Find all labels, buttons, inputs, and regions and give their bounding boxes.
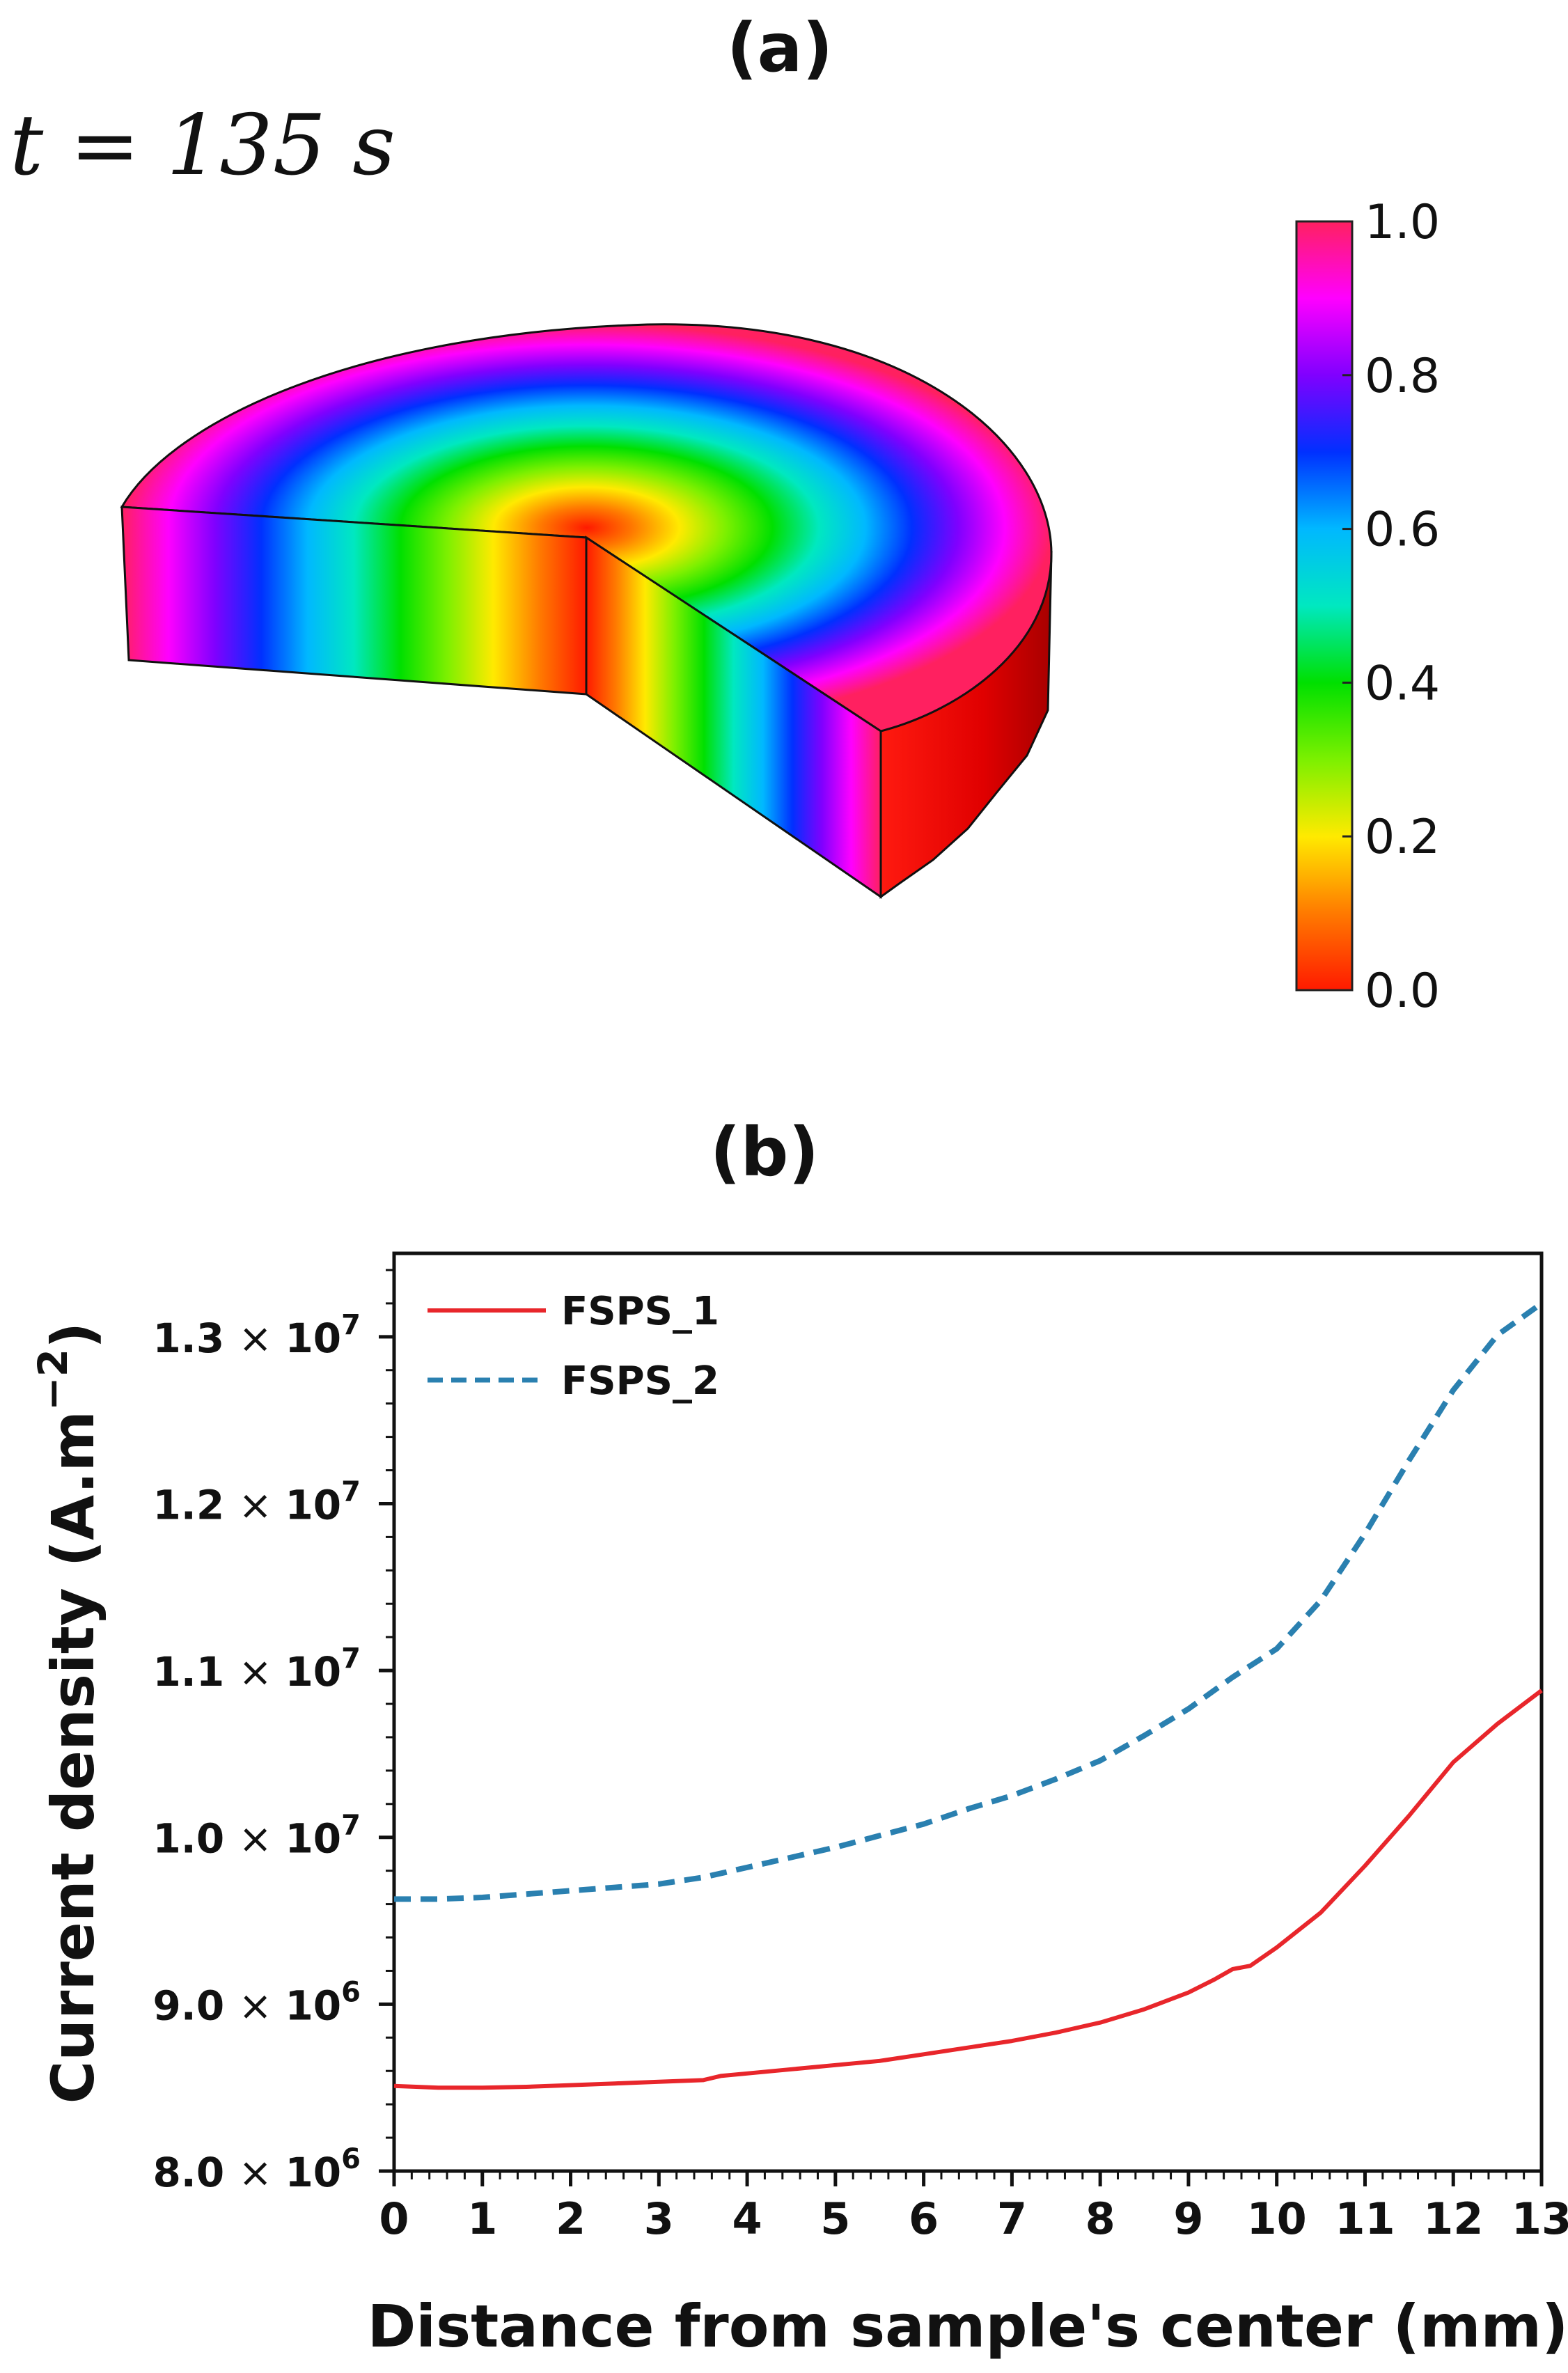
x-tick-label-9: 9: [1173, 2193, 1203, 2244]
series-layer: [393, 1301, 1544, 2090]
disk-top-surface: [120, 323, 1053, 733]
y-axis-title: Current density (A.m−2): [29, 1322, 107, 2104]
y-axis-title-close: ): [39, 1322, 107, 1349]
disk-cut-face-right: [585, 535, 882, 899]
time-annotation: t = 135 s: [10, 97, 395, 194]
x-tick-label-3: 3: [644, 2193, 674, 2244]
x-axis-title: Distance from sample's center (mm): [368, 2292, 1568, 2360]
y-axis-title-exp: −2: [29, 1349, 77, 1411]
x-tick-label-5: 5: [820, 2193, 850, 2244]
x-tick-label-13: 13: [1512, 2193, 1568, 2244]
x-axis: 0 1 2 3 4 5 6 7 8 9 10 11 12 13: [379, 2171, 1568, 2244]
y-axis: 8.0 × 106 9.0 × 106 1.0 × 107 1.1 × 107 1.2 …: [152, 1269, 394, 2196]
colorbar-tick-label-0-0: 0.0: [1365, 964, 1440, 1019]
y-tick-label-1-3: 1.3 × 107: [152, 1309, 361, 1362]
y-tick-label-1-2: 1.2 × 107: [152, 1475, 361, 1528]
disk-cut-face-left: [120, 506, 588, 696]
legend-label-fsps-1: FSPS_1: [561, 1289, 719, 1334]
colorbar: 0.0 0.2 0.4 0.6 0.8 1.0: [1295, 195, 1440, 1019]
colorbar-ticks: 0.0 0.2 0.4 0.6 0.8 1.0: [1342, 195, 1440, 1019]
x-tick-label-0: 0: [379, 2193, 409, 2244]
colorbar-gradient: [1295, 220, 1354, 992]
panel-a: (a) t = 135 s 0.0 0.2 0.4 0.6 0.8 1.0: [10, 9, 1440, 1019]
x-tick-label-1: 1: [467, 2193, 497, 2244]
series-line-fsps-2: [394, 1301, 1544, 1902]
y-axis-title-unit: (A.m: [39, 1411, 107, 1567]
legend-label-fsps-2: FSPS_2: [561, 1358, 719, 1404]
panel-b-label: (b): [710, 1113, 819, 1191]
x-tick-label-11: 11: [1335, 2193, 1395, 2244]
panel-a-label: (a): [727, 9, 833, 87]
x-tick-label-2: 2: [556, 2193, 586, 2244]
y-tick-label-1-1: 1.1 × 107: [152, 1643, 361, 1695]
y-axis-title-main: Current density: [39, 1588, 107, 2104]
x-tick-label-7: 7: [997, 2193, 1027, 2244]
x-tick-label-4: 4: [732, 2193, 762, 2244]
colorbar-tick-label-0-8: 0.8: [1365, 349, 1440, 404]
x-tick-label-12: 12: [1423, 2193, 1483, 2244]
y-tick-label-1-0: 1.0 × 107: [152, 1810, 361, 1863]
x-tick-label-6: 6: [909, 2193, 939, 2244]
x-tick-label-8: 8: [1085, 2193, 1115, 2244]
colorbar-tick-label-0-2: 0.2: [1365, 810, 1440, 865]
disk-render: [120, 323, 1053, 899]
colorbar-tick-label-0-4: 0.4: [1365, 656, 1440, 711]
series-line-fsps-1: [393, 1689, 1543, 2090]
colorbar-tick-label-1-0: 1.0: [1365, 195, 1440, 250]
legend: FSPS_1 FSPS_2: [428, 1289, 719, 1404]
plot-area-frame: [392, 1251, 1544, 2173]
y-tick-label-9-0: 9.0 × 106: [152, 1976, 361, 2029]
colorbar-tick-label-0-6: 0.6: [1365, 503, 1440, 558]
x-tick-label-10: 10: [1247, 2193, 1307, 2244]
y-tick-label-8-0: 8.0 × 106: [152, 2143, 361, 2196]
